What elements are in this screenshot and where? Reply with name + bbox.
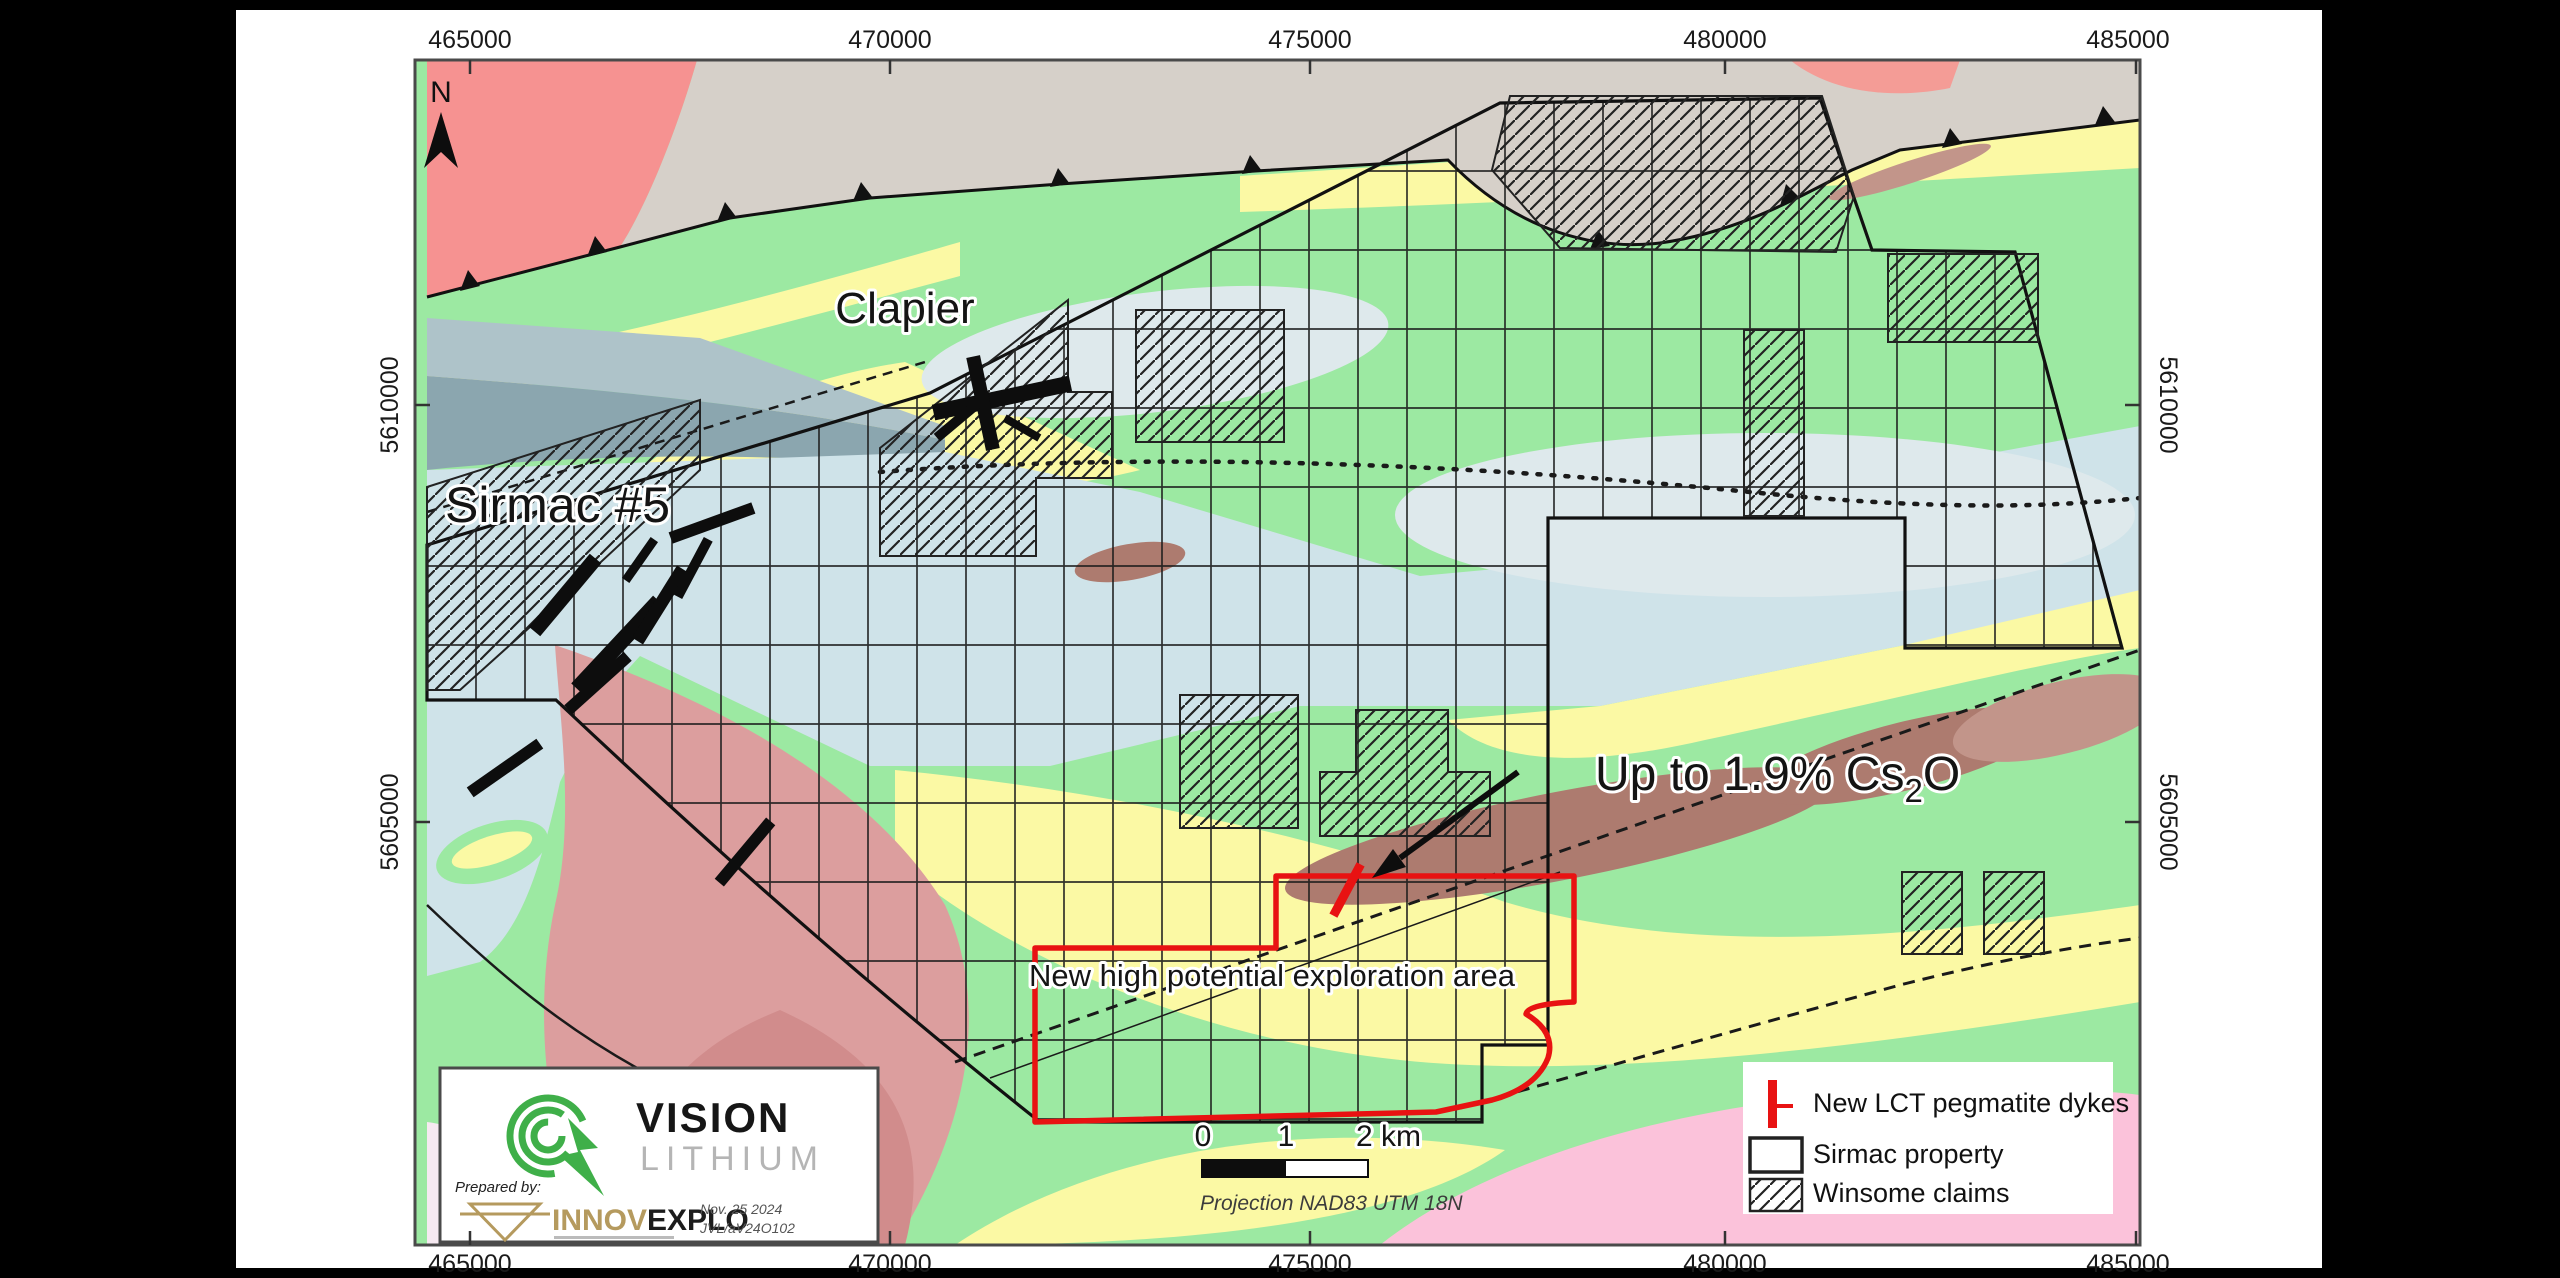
legend-item-claims: Winsome claims	[1813, 1178, 2010, 1208]
legend-item-property: Sirmac property	[1813, 1139, 2004, 1169]
x-label-bottom-4: 485000	[2086, 1250, 2169, 1278]
label-exploration-area: New high potential exploration area	[1029, 958, 1516, 993]
credit-code: JVL/aV24O102	[699, 1220, 795, 1236]
legend: New LCT pegmatite dykes Sirmac property …	[1743, 1062, 2129, 1214]
pegmatite-dyke-symbols	[466, 355, 1073, 887]
lightning-bolt-icon	[560, 1118, 604, 1196]
x-label-top-0: 465000	[428, 26, 511, 54]
x-label-top-2: 475000	[1268, 26, 1351, 54]
new-exploration-area-outline	[1032, 873, 1577, 1125]
new-lct-dyke-marker	[1329, 862, 1365, 918]
legend-property-icon	[1748, 1136, 1804, 1174]
scale-0: 0	[1195, 1120, 1212, 1153]
scale-2km: 2 km	[1356, 1120, 1421, 1153]
x-label-bottom-0: 465000	[428, 1250, 511, 1278]
annotation-arrow	[1372, 769, 1520, 878]
sirmac-property-outline	[425, 96, 2125, 1124]
label-clapier: Clapier	[835, 284, 974, 333]
x-label-top-4: 485000	[2086, 26, 2169, 54]
projection-note: Projection NAD83 UTM 18N	[1200, 1192, 1463, 1215]
label-sirmac5: Sirmac #5	[445, 477, 670, 533]
y-label-right-0: 5610000	[2154, 356, 2182, 453]
credit-date: Nov. 25 2024	[700, 1201, 782, 1217]
map-frame	[413, 58, 2142, 1247]
y-label-left-0: 5610000	[376, 356, 404, 453]
prepared-by-label: Prepared by:	[455, 1179, 541, 1196]
legend-item-dykes: New LCT pegmatite dykes	[1813, 1088, 2129, 1118]
legend-claims-icon	[1748, 1177, 1804, 1213]
brand-vision: VISION	[636, 1094, 790, 1141]
x-label-bottom-1: 470000	[848, 1250, 931, 1278]
innovexplo-logo-icon	[460, 1202, 550, 1243]
y-label-left-1: 5605000	[376, 773, 404, 870]
map-body: Clapier Sirmac #5 Up to 1.9% Cs2O New hi…	[415, 60, 2140, 1245]
preparer-tagline-bar	[554, 1236, 674, 1239]
x-label-top-1: 470000	[848, 26, 931, 54]
north-label: N	[430, 76, 452, 109]
vision-lithium-logo-icon	[506, 1094, 590, 1178]
legend-dyke-icon	[1768, 1080, 1777, 1128]
legend-box	[1743, 1062, 2113, 1214]
x-label-bottom-3: 480000	[1683, 1250, 1766, 1278]
x-label-bottom-2: 475000	[1268, 1250, 1351, 1278]
axis-labels: 465000 470000 475000 480000 485000 46500…	[376, 26, 2182, 1278]
north-arrow-icon	[424, 112, 458, 168]
scale-bar: 0 1 2 km Projection NAD83 UTM 18N	[1192, 1117, 1464, 1215]
north-arrow: N	[424, 76, 458, 168]
credits-box: VISION LITHIUM Prepared by: INNOVEXPLO N…	[438, 1066, 880, 1244]
x-label-top-3: 480000	[1683, 26, 1766, 54]
axis-ticks	[415, 60, 2140, 1245]
y-label-right-1: 5605000	[2154, 773, 2182, 870]
scale-1: 1	[1278, 1120, 1295, 1153]
preparer-name: INNOVEXPLO	[552, 1204, 749, 1237]
label-cs2o: Up to 1.9% Cs2O	[1595, 748, 1960, 809]
brand-lithium: LITHIUM	[640, 1140, 825, 1178]
